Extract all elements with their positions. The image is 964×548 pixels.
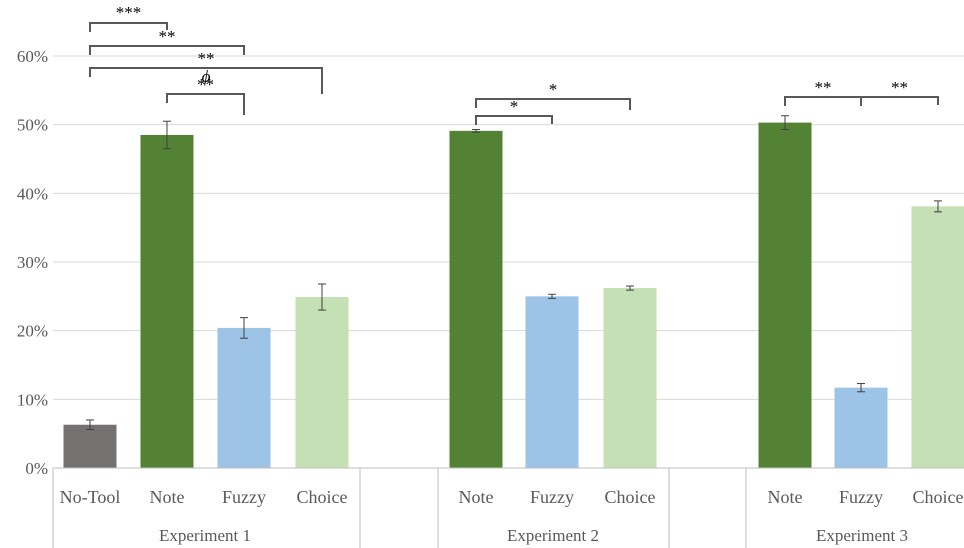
bar-choice-exp1 xyxy=(295,297,349,468)
significance-label: ** xyxy=(159,27,176,46)
bars xyxy=(63,122,964,469)
bracket-line xyxy=(89,67,323,94)
error-bar xyxy=(86,419,94,431)
bar-choice-exp2 xyxy=(603,288,657,468)
bracket-line xyxy=(784,96,862,106)
bar-note-exp1 xyxy=(140,134,194,468)
x-category-label: Note xyxy=(768,487,803,507)
significance-label: ** xyxy=(198,49,215,68)
significance-label: * xyxy=(510,97,519,116)
y-tick-label: 50% xyxy=(17,116,48,135)
x-category-label: No-Tool xyxy=(60,487,121,507)
error-bar xyxy=(548,293,556,299)
bar-fuzzy-exp3 xyxy=(834,387,888,468)
significance-label: ϕ xyxy=(202,67,211,86)
x-category-label: Choice xyxy=(913,487,964,507)
y-axis-tick-labels: 0% 10% 20% 30% 40% 50% 60% xyxy=(17,47,48,478)
bar-fuzzy-exp1 xyxy=(217,327,271,468)
bar-fuzzy-exp2 xyxy=(525,296,579,468)
significance-bracket: *** xyxy=(89,3,168,32)
error-bar xyxy=(240,317,248,339)
x-group-label: Experiment 2 xyxy=(507,526,599,545)
bracket-line xyxy=(166,93,245,115)
x-category-label: Note xyxy=(150,487,185,507)
y-tick-label: 20% xyxy=(17,322,48,341)
error-bar xyxy=(781,115,789,130)
significance-bracket: * xyxy=(475,80,631,110)
y-tick-label: 0% xyxy=(25,459,48,478)
bar-note-exp3 xyxy=(758,122,812,469)
x-group-label: Experiment 1 xyxy=(159,526,251,545)
x-category-label: Note xyxy=(459,487,494,507)
y-tick-label: 40% xyxy=(17,184,48,203)
x-category-label: Choice xyxy=(605,487,656,507)
significance-label: ** xyxy=(815,78,832,97)
x-axis-group-labels: Experiment 1 Experiment 2 Experiment 3 xyxy=(159,526,908,545)
error-bar xyxy=(318,283,326,311)
significance-bracket: ϕ xyxy=(89,67,323,94)
significance-bracket: ** xyxy=(860,78,939,106)
significance-bracket: ** xyxy=(784,78,862,106)
gridlines xyxy=(53,55,964,400)
bar-note-exp2 xyxy=(449,130,503,468)
bracket-line xyxy=(89,45,245,55)
bracket-line xyxy=(475,115,553,125)
x-axis xyxy=(52,467,964,548)
significance-label: * xyxy=(549,80,558,99)
significance-bracket: * xyxy=(475,97,553,125)
significance-bracket: ** xyxy=(89,27,245,55)
x-category-label: Fuzzy xyxy=(530,487,574,507)
error-bar xyxy=(626,285,634,291)
x-group-label: Experiment 3 xyxy=(816,526,908,545)
y-tick-label: 10% xyxy=(17,390,48,409)
x-category-label: Fuzzy xyxy=(839,487,883,507)
bracket-line xyxy=(475,98,631,110)
x-axis-category-labels: No-Tool Note Fuzzy Choice Note Fuzzy Choice Not… xyxy=(60,487,964,507)
y-tick-label: 60% xyxy=(17,47,48,66)
significance-brackets: *******ϕ**** ** ** xyxy=(89,3,939,125)
significance-label: ** xyxy=(197,75,214,94)
bar-no-tool-exp1 xyxy=(63,424,117,468)
significance-label: ** xyxy=(891,78,908,97)
x-category-label: Fuzzy xyxy=(222,487,266,507)
error-bar xyxy=(934,200,942,213)
error-bar xyxy=(472,128,480,133)
error-bar xyxy=(857,383,865,393)
bar-choice-exp3 xyxy=(911,206,964,468)
x-category-label: Choice xyxy=(297,487,348,507)
bracket-line xyxy=(89,22,168,32)
error-bars xyxy=(86,115,942,431)
bracket-line xyxy=(860,96,939,106)
significance-label: *** xyxy=(116,3,142,22)
error-bar xyxy=(163,120,171,150)
y-tick-label: 30% xyxy=(17,253,48,272)
significance-bracket: ** xyxy=(166,75,245,115)
